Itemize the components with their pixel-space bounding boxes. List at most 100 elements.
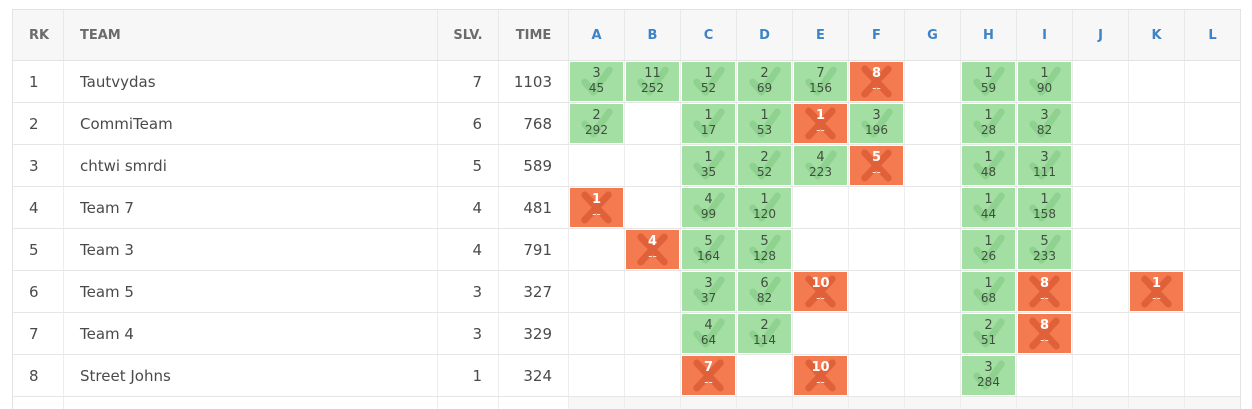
problem-cell-c[interactable]: 1 35 — [680, 144, 737, 187]
failed-badge[interactable]: 7 -- — [682, 356, 735, 395]
solved-badge[interactable]: 4 99 — [682, 188, 735, 227]
solved-badge[interactable]: 1 90 — [1018, 62, 1071, 101]
solved-badge[interactable]: 2 292 — [570, 104, 623, 143]
problem-cell-h[interactable]: 1 26 — [960, 228, 1017, 271]
problem-cell-e[interactable]: 7 156 — [792, 60, 849, 103]
problem-cell-d[interactable]: 5 128 — [736, 228, 793, 271]
failed-badge[interactable]: 1 -- — [570, 188, 623, 227]
problem-cell-k[interactable]: 1 -- — [1128, 270, 1185, 313]
solved-badge[interactable]: 1 48 — [962, 146, 1015, 185]
solved-badge[interactable]: 7 156 — [794, 62, 847, 101]
team-name[interactable]: Team 5 — [63, 270, 438, 313]
team-name[interactable]: Team 4 — [63, 312, 438, 355]
problem-cell-i[interactable]: 8 -- — [1016, 312, 1073, 355]
solved-badge[interactable]: 5 164 — [682, 230, 735, 269]
problem-header-f[interactable]: F — [848, 9, 905, 61]
solved-badge[interactable]: 4 223 — [794, 146, 847, 185]
problem-cell-c[interactable]: 4 99 — [680, 186, 737, 229]
team-name[interactable]: Team 7 — [63, 186, 438, 229]
problem-cell-h[interactable]: 1 48 — [960, 144, 1017, 187]
failed-badge[interactable]: 1 -- — [1130, 272, 1183, 311]
solved-badge[interactable]: 3 284 — [962, 356, 1015, 395]
solved-badge[interactable]: 3 45 — [570, 62, 623, 101]
problem-cell-c[interactable]: 1 17 — [680, 102, 737, 145]
failed-badge[interactable]: 4 -- — [626, 230, 679, 269]
solved-badge[interactable]: 1 52 — [682, 62, 735, 101]
solved-badge[interactable]: 6 82 — [738, 272, 791, 311]
solved-badge[interactable]: 2 51 — [962, 314, 1015, 353]
solved-badge[interactable]: 1 59 — [962, 62, 1015, 101]
solved-badge[interactable]: 5 233 — [1018, 230, 1071, 269]
failed-badge[interactable]: 1 -- — [794, 104, 847, 143]
problem-cell-e[interactable]: 1 -- — [792, 102, 849, 145]
problem-cell-d[interactable]: 1 53 — [736, 102, 793, 145]
problem-cell-h[interactable]: 3 284 — [960, 354, 1017, 397]
problem-header-l[interactable]: L — [1184, 9, 1241, 61]
solved-badge[interactable]: 1 68 — [962, 272, 1015, 311]
problem-cell-d[interactable]: 2 114 — [736, 312, 793, 355]
team-name[interactable]: chtwi smrdi — [63, 144, 438, 187]
team-name[interactable]: CommiTeam — [63, 102, 438, 145]
team-header[interactable]: TEAM — [63, 9, 438, 61]
problem-cell-f[interactable]: 8 -- — [848, 60, 905, 103]
failed-badge[interactable]: 10 -- — [794, 356, 847, 395]
problem-cell-d[interactable]: 6 82 — [736, 270, 793, 313]
failed-badge[interactable]: 8 -- — [1018, 272, 1071, 311]
problem-cell-d[interactable]: 2 69 — [736, 60, 793, 103]
problem-cell-c[interactable]: 7 -- — [680, 354, 737, 397]
problem-cell-c[interactable]: 3 37 — [680, 270, 737, 313]
problem-cell-d[interactable]: 2 52 — [736, 144, 793, 187]
problem-header-k[interactable]: K — [1128, 9, 1185, 61]
problem-header-e[interactable]: E — [792, 9, 849, 61]
solved-badge[interactable]: 1 35 — [682, 146, 735, 185]
problem-header-d[interactable]: D — [736, 9, 793, 61]
solved-badge[interactable]: 3 111 — [1018, 146, 1071, 185]
problem-cell-b[interactable]: 4 -- — [624, 228, 681, 271]
failed-badge[interactable]: 8 -- — [850, 62, 903, 101]
problem-cell-h[interactable]: 1 44 — [960, 186, 1017, 229]
team-name[interactable]: Team 3 — [63, 228, 438, 271]
solved-badge[interactable]: 2 69 — [738, 62, 791, 101]
problem-header-i[interactable]: I — [1016, 9, 1073, 61]
problem-cell-c[interactable]: 4 64 — [680, 312, 737, 355]
solved-badge[interactable]: 3 37 — [682, 272, 735, 311]
solved-badge[interactable]: 1 17 — [682, 104, 735, 143]
solved-badge[interactable]: 2 52 — [738, 146, 791, 185]
problem-cell-h[interactable]: 1 28 — [960, 102, 1017, 145]
problem-header-h[interactable]: H — [960, 9, 1017, 61]
solved-badge[interactable]: 5 128 — [738, 230, 791, 269]
problem-cell-f[interactable]: 3 196 — [848, 102, 905, 145]
rank-header[interactable]: RK — [12, 9, 64, 61]
time-header[interactable]: TIME — [498, 9, 569, 61]
solved-badge[interactable]: 1 53 — [738, 104, 791, 143]
problem-header-b[interactable]: B — [624, 9, 681, 61]
failed-badge[interactable]: 5 -- — [850, 146, 903, 185]
problem-cell-c[interactable]: 1 52 — [680, 60, 737, 103]
solved-badge[interactable]: 11 252 — [626, 62, 679, 101]
team-name[interactable]: Tautvydas — [63, 60, 438, 103]
solved-badge[interactable]: 1 26 — [962, 230, 1015, 269]
solved-badge[interactable]: 1 44 — [962, 188, 1015, 227]
problem-cell-i[interactable]: 8 -- — [1016, 270, 1073, 313]
problem-header-g[interactable]: G — [904, 9, 961, 61]
problem-cell-f[interactable]: 5 -- — [848, 144, 905, 187]
problem-header-a[interactable]: A — [568, 9, 625, 61]
problem-header-c[interactable]: C — [680, 9, 737, 61]
solved-header[interactable]: SLV. — [437, 9, 499, 61]
problem-cell-i[interactable]: 5 233 — [1016, 228, 1073, 271]
problem-cell-h[interactable]: 1 68 — [960, 270, 1017, 313]
problem-cell-a[interactable]: 2 292 — [568, 102, 625, 145]
solved-badge[interactable]: 2 114 — [738, 314, 791, 353]
problem-cell-b[interactable]: 11 252 — [624, 60, 681, 103]
solved-badge[interactable]: 4 64 — [682, 314, 735, 353]
problem-cell-i[interactable]: 1 158 — [1016, 186, 1073, 229]
failed-badge[interactable]: 8 -- — [1018, 314, 1071, 353]
problem-cell-i[interactable]: 1 90 — [1016, 60, 1073, 103]
problem-cell-i[interactable]: 3 111 — [1016, 144, 1073, 187]
problem-cell-e[interactable]: 4 223 — [792, 144, 849, 187]
problem-cell-h[interactable]: 2 51 — [960, 312, 1017, 355]
problem-cell-e[interactable]: 10 -- — [792, 270, 849, 313]
problem-cell-i[interactable]: 3 82 — [1016, 102, 1073, 145]
failed-badge[interactable]: 10 -- — [794, 272, 847, 311]
problem-cell-h[interactable]: 1 59 — [960, 60, 1017, 103]
